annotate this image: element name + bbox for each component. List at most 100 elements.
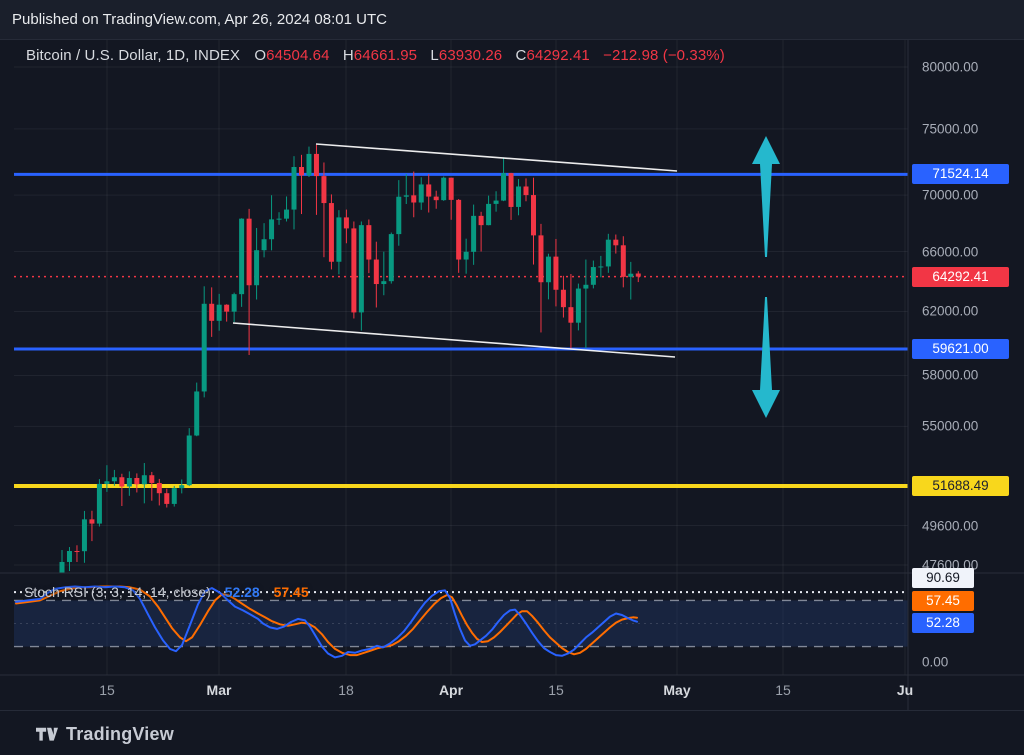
candle-body <box>516 186 522 207</box>
candle-body <box>313 153 319 177</box>
price-axis-tick: 58000.00 <box>922 367 979 383</box>
candle-body <box>590 267 596 285</box>
candle-body <box>134 477 140 485</box>
candle-body <box>530 195 536 236</box>
candle-body <box>284 209 290 219</box>
high-label: H <box>342 47 354 64</box>
candle-body <box>171 488 177 504</box>
candle-body <box>321 176 327 204</box>
candle-body <box>351 228 357 313</box>
price-axis-tick: 66000.00 <box>922 244 979 260</box>
time-axis-label: 18 <box>338 682 354 698</box>
candle-body <box>246 218 252 286</box>
candle-body <box>426 184 432 197</box>
candle-body <box>575 288 581 323</box>
candle-body <box>141 475 147 485</box>
candle-body <box>418 184 424 203</box>
candle-body <box>59 561 65 573</box>
candle-body <box>328 203 334 262</box>
candle-body <box>538 235 544 283</box>
candle-body <box>119 477 125 487</box>
price-level-badge: 59621.00 <box>912 339 1009 360</box>
price-level-badge: 71524.14 <box>912 164 1009 185</box>
price-axis-tick: 80000.00 <box>922 59 979 75</box>
candle-body <box>156 482 162 494</box>
candle-body <box>358 225 364 313</box>
tradingview-logo[interactable]: TradingView <box>36 724 174 745</box>
stoch-band <box>14 600 908 647</box>
footer-bar: TradingView <box>0 710 1024 755</box>
candle-body <box>628 273 634 277</box>
price-axis-tick: 75000.00 <box>922 121 979 137</box>
time-axis-label: Ju <box>896 682 914 698</box>
time-axis-label: 15 <box>99 682 115 698</box>
price-axis-tick: 55000.00 <box>922 418 979 434</box>
candle-body <box>381 281 387 285</box>
candle-body <box>149 475 155 483</box>
candle-body <box>306 153 312 176</box>
candle-body <box>194 391 200 436</box>
candle-body <box>343 217 349 229</box>
candle-body <box>486 203 492 226</box>
stoch-d-value: 57.45 <box>273 584 309 600</box>
candle-body <box>66 550 72 562</box>
stoch-axis-tick: 0.00 <box>922 654 949 670</box>
candlestick-series <box>59 144 641 573</box>
candle-body <box>298 166 304 176</box>
candle-body <box>366 225 372 260</box>
low-label: L <box>430 47 439 64</box>
candle-body <box>613 239 619 246</box>
close-label: C <box>515 47 527 64</box>
candle-body <box>179 485 185 489</box>
candle-body <box>111 477 117 482</box>
candle-body <box>501 173 507 201</box>
candle-body <box>164 493 170 504</box>
candle-body <box>126 477 132 487</box>
candle-body <box>478 215 484 226</box>
tradingview-logo-icon <box>36 727 58 741</box>
price-level-badge: 64292.41 <box>912 266 1009 287</box>
stoch-value-badge: 52.28 <box>912 613 974 633</box>
arrow-up-marker[interactable] <box>752 136 780 257</box>
candle-body <box>276 218 282 220</box>
candle-body <box>523 186 529 196</box>
time-axis-label: 15 <box>775 682 791 698</box>
stoch-value-badge: 57.45 <box>912 591 974 611</box>
time-axis-label: Apr <box>438 682 464 698</box>
high-value: 64661.95 <box>353 47 418 64</box>
candle-body <box>605 239 611 267</box>
candle-body <box>508 173 514 207</box>
stoch-rsi-legend: Stoch RSI (3, 3, 14, 14, close) 52.28 57… <box>24 584 309 600</box>
candle-body <box>216 304 222 321</box>
candle-body <box>583 284 589 289</box>
candle-body <box>96 483 102 524</box>
price-axis-tick: 49600.00 <box>922 518 979 534</box>
candle-body <box>471 215 477 252</box>
stoch-d-line <box>15 585 638 657</box>
candle-body <box>441 177 447 201</box>
trendline[interactable] <box>232 322 676 358</box>
candle-body <box>291 166 297 210</box>
candle-body <box>231 294 237 312</box>
candle-body <box>336 217 342 262</box>
candle-body <box>433 196 439 201</box>
candle-body <box>553 256 559 290</box>
candle-body <box>493 200 499 204</box>
candle-body <box>224 304 230 312</box>
candle-body <box>261 239 267 251</box>
candle-body <box>74 550 80 552</box>
time-axis-label: 15 <box>548 682 564 698</box>
time-axis-label: May <box>663 682 691 698</box>
arrow-down-marker[interactable] <box>752 297 780 418</box>
tradingview-logo-text: TradingView <box>66 724 174 744</box>
candle-body <box>598 266 604 268</box>
candle-body <box>545 256 551 283</box>
candle-body <box>620 245 626 277</box>
open-label: O <box>254 47 267 64</box>
candle-body <box>373 259 379 285</box>
candle-body <box>463 251 469 260</box>
symbol-legend: Bitcoin / U.S. Dollar, 1D, INDEX O64504.… <box>26 47 725 64</box>
candle-body <box>209 303 215 321</box>
trendline[interactable] <box>315 143 678 172</box>
